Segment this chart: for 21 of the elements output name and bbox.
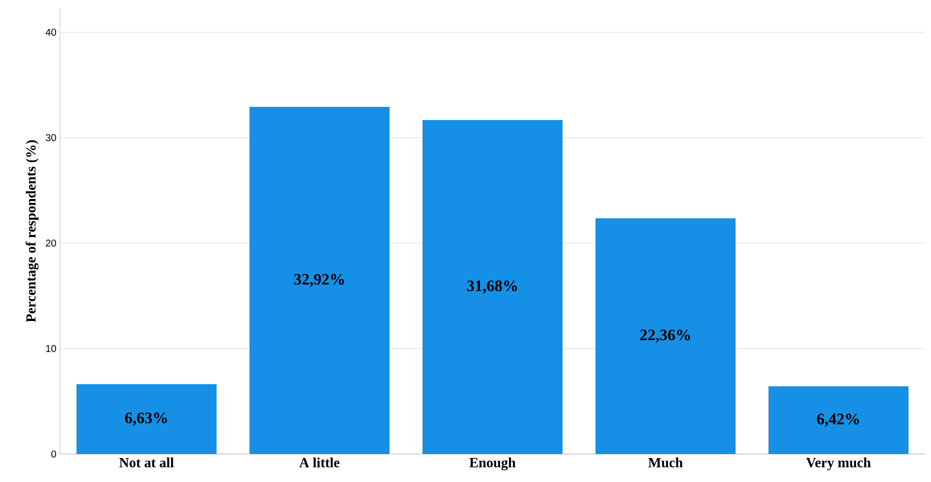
y-tick-label: 20 [46, 240, 56, 247]
x-tick-label: A little [299, 458, 340, 468]
x-tick-label: Very much [806, 458, 871, 470]
y-tick-label: 10 [46, 345, 56, 352]
data-label: 31,68% [467, 280, 517, 294]
x-tick-label: Enough [469, 458, 516, 470]
bar [250, 106, 390, 454]
bar [768, 386, 909, 454]
y-tick-label: 40 [46, 28, 56, 36]
data-label: 6,42% [817, 414, 859, 427]
bar [422, 120, 563, 454]
bar [596, 218, 736, 454]
x-tick-label: Not at all [119, 458, 174, 468]
y-tick-label: 30 [46, 134, 56, 142]
data-label: 32,92% [294, 274, 344, 287]
y-tick-label: 0 [51, 450, 56, 458]
y-axis-title: Percentage of respondents (%) [26, 140, 39, 322]
x-tick-label: Much [648, 458, 683, 468]
bar [76, 384, 216, 454]
data-label: 6,63% [125, 412, 167, 426]
data-label: 22,36% [640, 330, 690, 343]
